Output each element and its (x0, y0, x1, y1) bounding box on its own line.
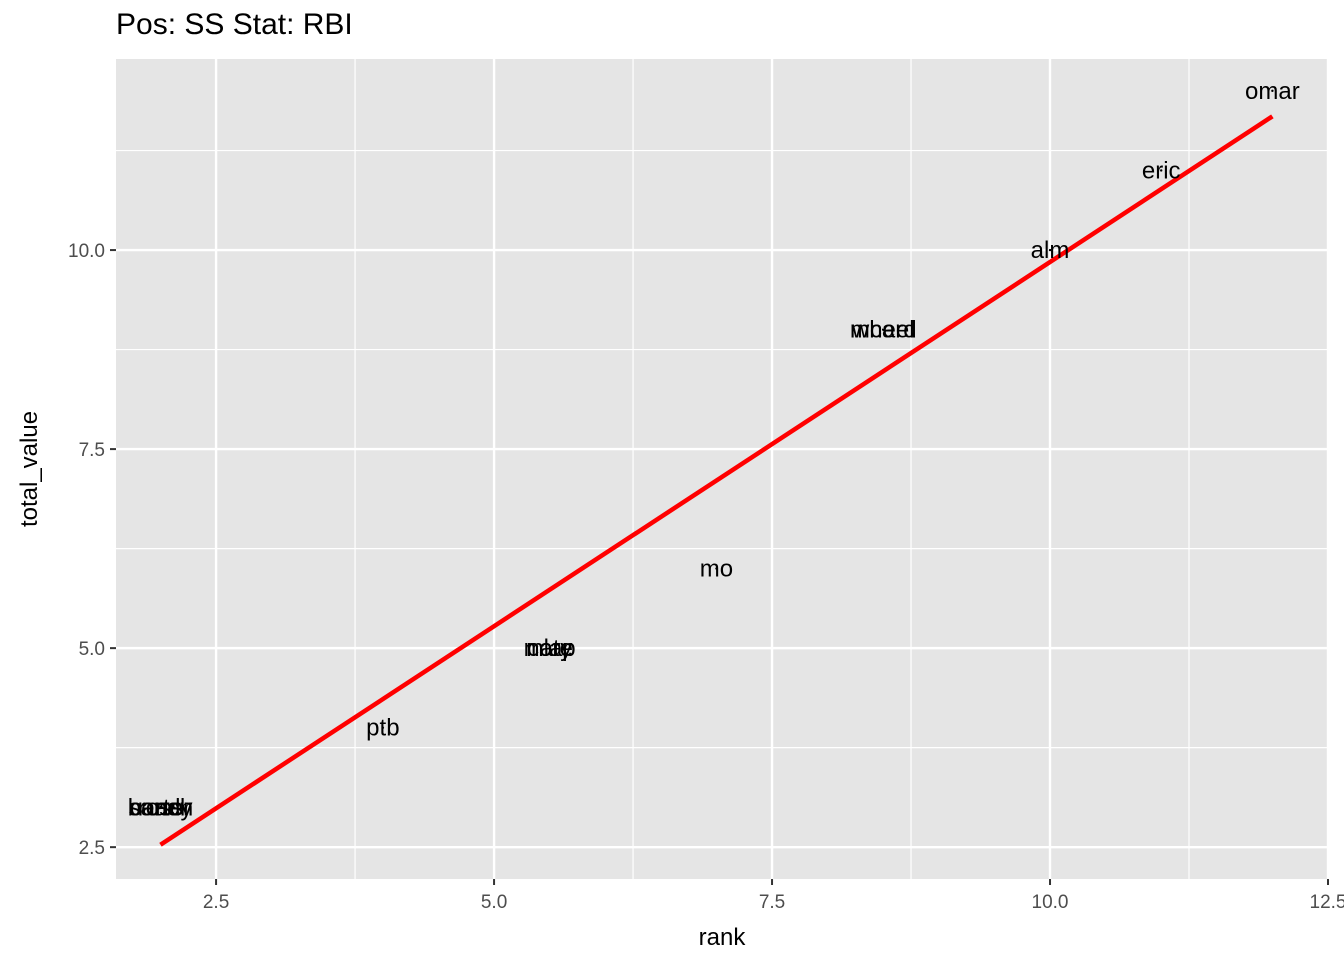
y-axis-ticks: 2.5 5.0 7.5 10.0 (68, 241, 116, 859)
point-label: beach (128, 794, 193, 821)
y-tick-label: 7.5 (79, 440, 105, 461)
data-point (882, 328, 885, 331)
data-point (548, 646, 551, 650)
point-label: alm (1031, 237, 1070, 264)
point-label: omar (1245, 78, 1300, 105)
data-point (1271, 89, 1274, 93)
data-point (1048, 248, 1052, 252)
x-tick-label: 5.0 (481, 892, 507, 913)
chart-title: Pos: SS Stat: RBI (116, 8, 353, 41)
point-label: mlap (524, 635, 576, 662)
x-tick-label: 10.0 (1032, 892, 1069, 913)
fit-line-layer (159, 114, 1274, 847)
point-label: wheel (851, 317, 915, 344)
x-tick-label: 12.5 (1310, 892, 1344, 913)
x-tick-label: 7.5 (759, 892, 785, 913)
point-label: mcard (850, 317, 917, 344)
data-point (715, 567, 718, 570)
point-label: carter (130, 794, 191, 821)
minor-gridlines (116, 59, 1328, 879)
y-tick-label: 10.0 (68, 241, 105, 262)
x-tick-label: 2.5 (203, 892, 229, 913)
major-gridlines (116, 59, 1330, 879)
point-label: eric (1142, 157, 1181, 184)
data-point (159, 806, 162, 809)
fit-line (159, 114, 1274, 847)
point-label: ptb (366, 715, 399, 742)
data-point (1160, 169, 1163, 172)
y-axis-title: total_value (16, 411, 43, 527)
point-label: cory (527, 635, 572, 662)
x-axis-title: rank (699, 924, 747, 951)
y-tick-label: 2.5 (79, 838, 105, 859)
point-label: nate (526, 635, 573, 662)
points-layer (159, 89, 1274, 809)
point-label: ross (138, 794, 183, 821)
point-label: sandy (128, 794, 192, 821)
point-label: mo (700, 556, 733, 583)
x-axis-ticks: 2.5 5.0 7.5 10.0 12.5 (203, 879, 1344, 913)
data-point (381, 726, 385, 729)
y-tick-label: 5.0 (79, 639, 105, 660)
